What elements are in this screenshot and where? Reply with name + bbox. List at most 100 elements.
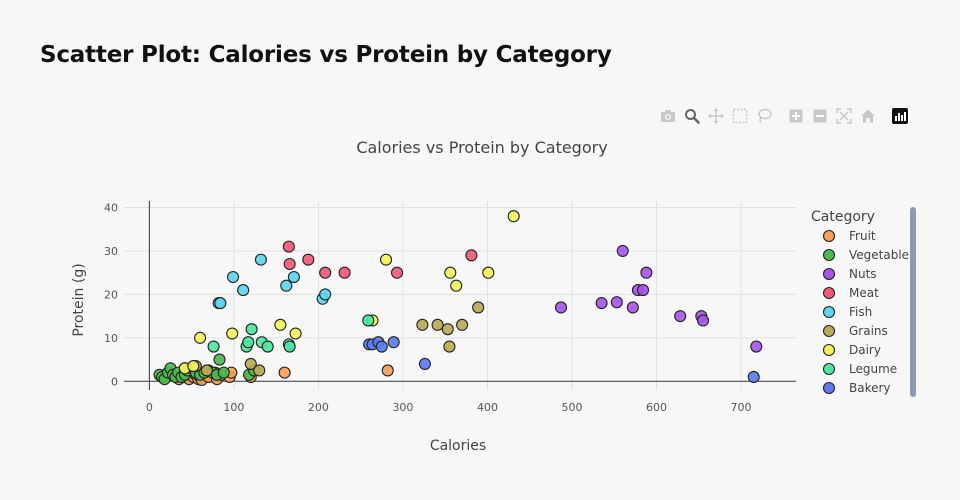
legend-marker-fish[interactable] xyxy=(822,305,836,319)
plotly-logo-icon[interactable] xyxy=(888,106,912,126)
data-point-nuts[interactable] xyxy=(636,284,650,297)
legend-marker-vegetable[interactable] xyxy=(822,248,836,262)
legend-item-legume[interactable]: Legume xyxy=(849,362,897,376)
data-point-legume[interactable] xyxy=(362,314,375,327)
legend-marker-meat[interactable] xyxy=(822,286,836,300)
y-axis-label: Protein (g) xyxy=(71,263,87,336)
data-point-fish[interactable] xyxy=(226,270,240,284)
data-point-bakery[interactable] xyxy=(375,340,388,353)
data-point-grains[interactable] xyxy=(431,318,444,331)
zoom-in-icon[interactable] xyxy=(784,106,808,126)
lasso-icon[interactable] xyxy=(752,106,776,126)
x-tick-label: 500 xyxy=(562,401,583,414)
data-point-legume[interactable] xyxy=(207,340,220,353)
grid xyxy=(124,201,796,390)
camera-icon[interactable] xyxy=(656,106,680,126)
data-point-meat[interactable] xyxy=(282,240,295,253)
legend-marker-fruit[interactable] xyxy=(822,229,836,243)
data-points xyxy=(153,210,763,387)
data-point-vegetable[interactable] xyxy=(213,353,226,366)
pan-icon[interactable] xyxy=(704,106,728,126)
data-point-dairy[interactable] xyxy=(194,331,207,344)
data-point-fruit[interactable] xyxy=(278,366,291,379)
data-point-dairy[interactable] xyxy=(289,327,302,340)
data-point-fruit[interactable] xyxy=(381,364,394,377)
data-point-fish[interactable] xyxy=(287,270,300,284)
data-point-legume[interactable] xyxy=(242,336,255,349)
modebar xyxy=(656,106,912,126)
data-point-grains[interactable] xyxy=(443,340,456,353)
data-point-nuts[interactable] xyxy=(554,301,568,314)
data-point-meat[interactable] xyxy=(465,249,478,262)
home-icon[interactable] xyxy=(856,106,880,126)
legend-marker-bakery[interactable] xyxy=(822,381,836,395)
data-point-fish[interactable] xyxy=(214,297,227,310)
data-point-meat[interactable] xyxy=(302,253,315,266)
data-point-dairy[interactable] xyxy=(379,253,393,266)
data-point-legume[interactable] xyxy=(283,340,296,353)
legend-marker-dairy[interactable] xyxy=(822,343,836,357)
data-point-dairy[interactable] xyxy=(187,360,200,373)
data-point-dairy[interactable] xyxy=(482,266,495,279)
legend-item-fruit[interactable]: Fruit xyxy=(849,229,876,243)
data-point-nuts[interactable] xyxy=(640,266,653,279)
legend-marker-nuts[interactable] xyxy=(822,267,836,281)
data-point-meat[interactable] xyxy=(338,266,351,279)
x-tick-label: 300 xyxy=(392,401,413,414)
data-point-legume[interactable] xyxy=(245,323,258,336)
legend-title: Category xyxy=(811,209,875,225)
x-tick-label: 600 xyxy=(646,401,667,414)
legend-item-vegetable[interactable]: Vegetable xyxy=(849,248,909,262)
data-point-meat[interactable] xyxy=(390,266,404,279)
legend-item-nuts[interactable]: Nuts xyxy=(849,267,877,281)
data-point-grains[interactable] xyxy=(244,357,257,370)
data-point-vegetable[interactable] xyxy=(217,366,230,379)
legend-marker-grains[interactable] xyxy=(822,324,836,338)
data-point-legume[interactable] xyxy=(261,340,274,353)
data-point-nuts[interactable] xyxy=(610,296,623,309)
legend-scrollbar[interactable] xyxy=(910,207,916,397)
box-select-icon[interactable] xyxy=(728,106,752,126)
data-point-meat[interactable] xyxy=(283,257,296,271)
x-tick-label: 400 xyxy=(477,401,498,414)
data-point-nuts[interactable] xyxy=(616,244,629,258)
data-point-grains[interactable] xyxy=(441,323,454,336)
data-point-bakery[interactable] xyxy=(418,357,431,370)
data-point-dairy[interactable] xyxy=(226,327,239,340)
legend-marker-legume[interactable] xyxy=(822,362,836,376)
data-point-fish[interactable] xyxy=(319,288,332,301)
legend-item-bakery[interactable]: Bakery xyxy=(849,381,891,395)
zoom-out-icon[interactable] xyxy=(808,106,832,126)
data-point-nuts[interactable] xyxy=(696,314,710,327)
data-point-bakery[interactable] xyxy=(747,370,760,384)
legend-item-dairy[interactable]: Dairy xyxy=(849,343,881,357)
data-point-meat[interactable] xyxy=(319,266,332,279)
data-point-dairy[interactable] xyxy=(450,279,463,292)
y-tick-label: 10 xyxy=(104,332,118,345)
x-tick-label: 200 xyxy=(308,401,329,414)
data-point-grains[interactable] xyxy=(416,318,429,331)
data-point-dairy[interactable] xyxy=(507,210,520,223)
data-point-grains[interactable] xyxy=(253,364,266,377)
legend-item-meat[interactable]: Meat xyxy=(849,286,879,300)
legend-item-fish[interactable]: Fish xyxy=(849,305,872,319)
data-point-dairy[interactable] xyxy=(274,318,287,331)
data-point-dairy[interactable] xyxy=(444,266,457,279)
data-point-nuts[interactable] xyxy=(626,301,639,314)
data-point-grains[interactable] xyxy=(200,364,213,377)
data-point-bakery[interactable] xyxy=(387,336,400,349)
data-point-fish[interactable] xyxy=(237,284,250,297)
y-tick-label: 0 xyxy=(111,375,118,388)
data-point-nuts[interactable] xyxy=(595,297,608,310)
x-axis-label: Calories xyxy=(430,438,486,454)
autoscale-icon[interactable] xyxy=(832,106,856,126)
legend-item-grains[interactable]: Grains xyxy=(849,324,888,338)
data-point-grains[interactable] xyxy=(456,318,469,331)
data-point-nuts[interactable] xyxy=(750,340,763,353)
data-point-fish[interactable] xyxy=(280,279,293,292)
data-point-grains[interactable] xyxy=(472,301,485,314)
data-point-fish[interactable] xyxy=(254,253,267,266)
legend: Category Fruit Vegetable Nuts Meat Fish Grain… xyxy=(811,209,909,395)
data-point-nuts[interactable] xyxy=(674,310,687,323)
zoom-icon[interactable] xyxy=(680,106,704,126)
